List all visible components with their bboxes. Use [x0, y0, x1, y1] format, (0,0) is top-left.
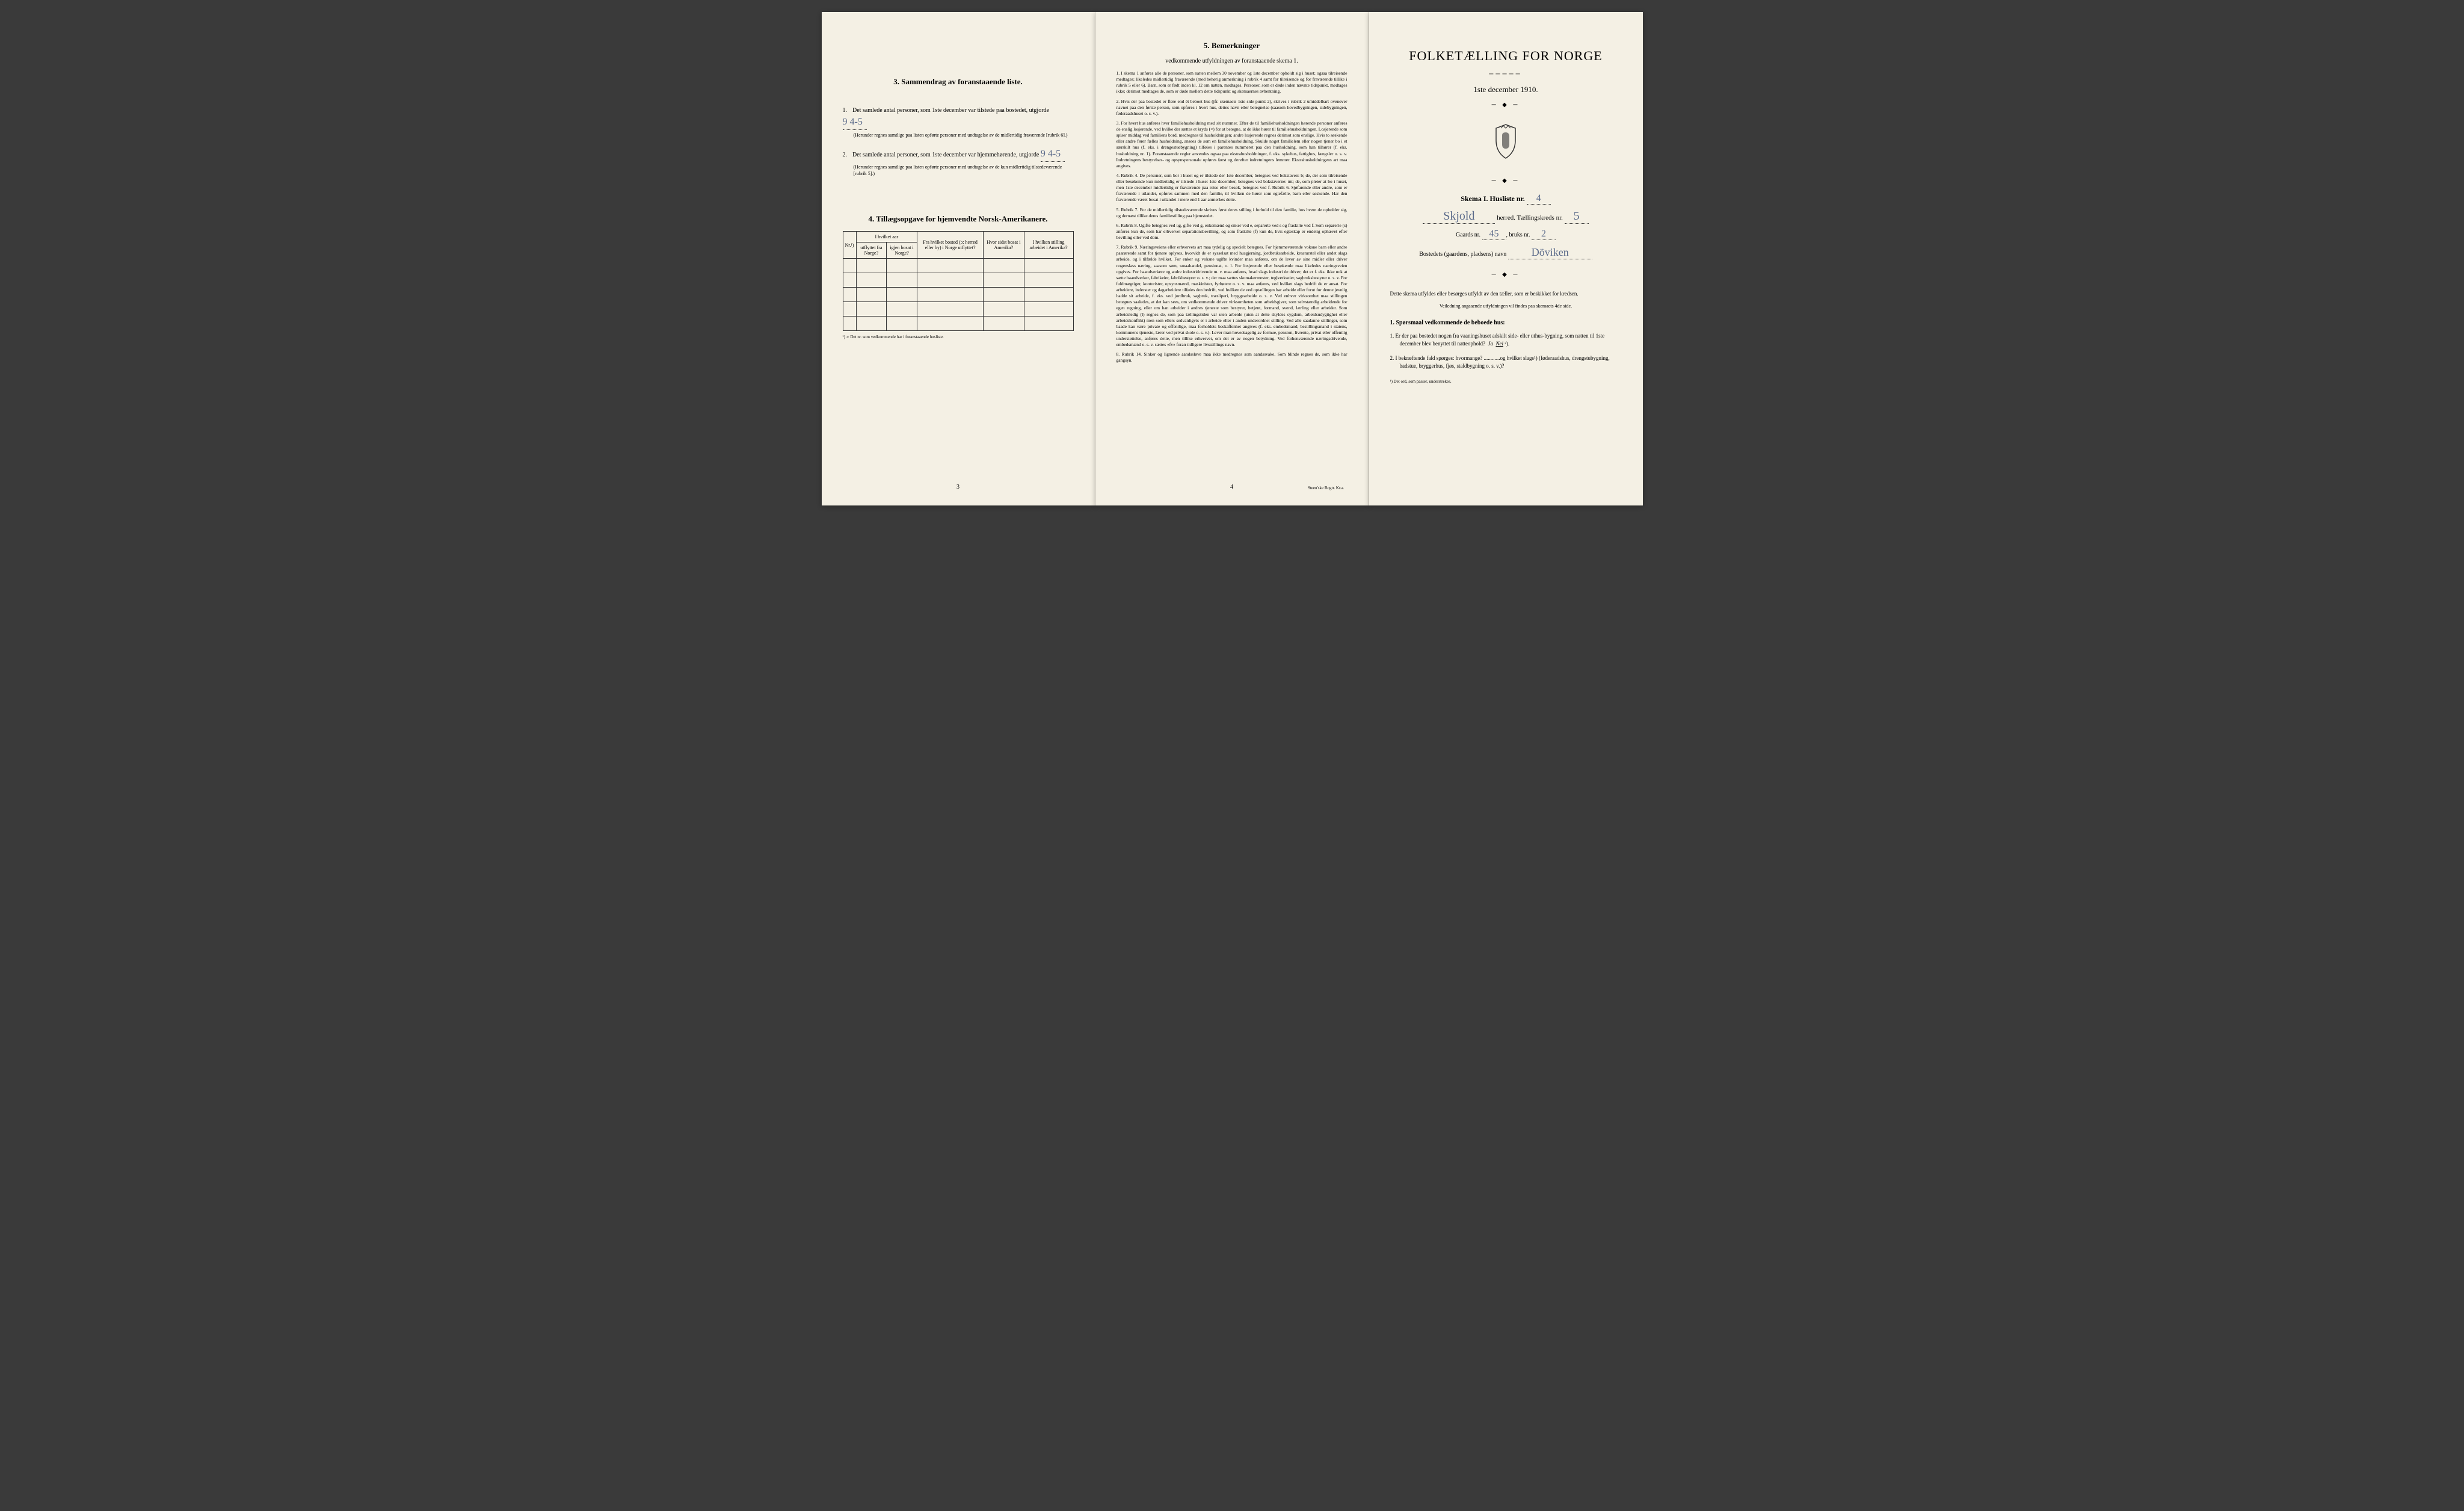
- section3-heading: 3. Sammendrag av foranstaaende liste.: [843, 77, 1074, 87]
- page-1-cover: FOLKETÆLLING FOR NORGE ───── 1ste decemb…: [1369, 12, 1643, 505]
- fill-note: Dette skema utfyldes eller besørges utfy…: [1390, 290, 1622, 298]
- page-4: 5. Bemerkninger vedkommende utfyldningen…: [1095, 12, 1369, 505]
- bosted-line: Bostedets (gaardens, pladsens) navn Dövi…: [1390, 246, 1622, 259]
- table-row: [843, 259, 1073, 273]
- page-number: 4: [1230, 484, 1233, 490]
- table-row: [843, 317, 1073, 331]
- page-3: 3. Sammendrag av foranstaaende liste. 1.…: [822, 12, 1095, 505]
- printer-mark: Steen'ske Bogtr. Kr.a.: [1308, 486, 1344, 490]
- section4-heading: 4. Tillægsopgave for hjemvendte Norsk-Am…: [843, 214, 1074, 224]
- section3-q2: 2. Det samlede antal personer, som 1ste …: [843, 147, 1074, 177]
- remarks-list: 1. I skema 1 anføres alle de personer, s…: [1116, 70, 1348, 364]
- gaards-nr: 45: [1482, 229, 1506, 240]
- husliste-nr: 4: [1527, 193, 1551, 205]
- section5-heading: 5. Bemerkninger: [1116, 41, 1348, 51]
- q1-item-2: 2. I bekræftende fald spørges: hvormange…: [1390, 354, 1622, 371]
- section5-subheading: vedkommende utfyldningen av foranstaaend…: [1116, 58, 1348, 64]
- date: 1ste december 1910.: [1390, 85, 1622, 94]
- divider: ─ ◆ ─: [1390, 271, 1622, 278]
- q2-value: 9 4-5: [1041, 147, 1065, 162]
- fill-note-sub: Veiledning angaaende utfyldningen vil fi…: [1390, 303, 1622, 309]
- q1-item-1: 1. Er der paa bostedet nogen fra vaaning…: [1390, 332, 1622, 348]
- q1-footnote: ¹) Det ord, som passer, understrekes.: [1390, 379, 1622, 384]
- kreds-nr: 5: [1565, 209, 1589, 224]
- bosted-name: Döviken: [1508, 246, 1592, 259]
- skema-line: Skema I. Husliste nr. 4: [1390, 193, 1622, 205]
- divider: ─ ◆ ─: [1390, 102, 1622, 108]
- title: FOLKETÆLLING FOR NORGE: [1390, 48, 1622, 64]
- table-row: [843, 302, 1073, 317]
- document-spread: 3. Sammendrag av foranstaaende liste. 1.…: [822, 12, 1643, 505]
- section4-footnote: ¹) ɔ: Det nr. som vedkommende har i fora…: [843, 335, 1074, 339]
- section3-q1: 1. Det samlede antal personer, som 1ste …: [843, 106, 1074, 138]
- herred-line: Skjold herred. Tællingskreds nr. 5: [1390, 209, 1622, 224]
- table-row: [843, 288, 1073, 302]
- nei-underlined: Nei: [1495, 341, 1503, 347]
- q1-heading: 1. Spørsmaal vedkommende de beboede hus:: [1390, 320, 1622, 326]
- page-number: 3: [956, 484, 959, 490]
- herred-name: Skjold: [1423, 209, 1495, 224]
- bruks-nr: 2: [1532, 229, 1556, 240]
- gaards-line: Gaards nr. 45, bruks nr. 2: [1390, 229, 1622, 240]
- q1-value: 9 4-5: [843, 115, 867, 130]
- table-row: [843, 273, 1073, 288]
- divider: ─ ◆ ─: [1390, 178, 1622, 184]
- section4-table: Nr.¹) I hvilket aar Fra hvilket bosted (…: [843, 231, 1074, 331]
- coat-of-arms-icon: [1390, 123, 1622, 162]
- divider: ─────: [1390, 71, 1622, 78]
